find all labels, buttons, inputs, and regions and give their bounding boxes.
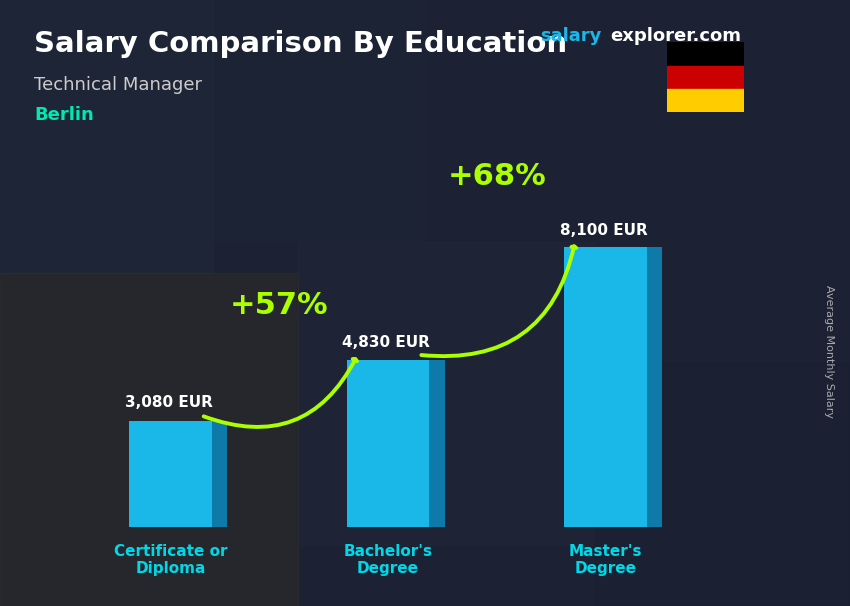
Text: +68%: +68% xyxy=(447,162,547,191)
Bar xyxy=(564,247,647,527)
Bar xyxy=(0,0,212,273)
Bar xyxy=(595,364,850,606)
Polygon shape xyxy=(212,421,227,527)
Bar xyxy=(347,360,429,527)
Bar xyxy=(0,273,298,606)
Text: 8,100 EUR: 8,100 EUR xyxy=(560,223,648,238)
Text: 3,080 EUR: 3,080 EUR xyxy=(125,395,212,410)
Text: Technical Manager: Technical Manager xyxy=(34,76,202,94)
Bar xyxy=(667,89,744,112)
Text: +57%: +57% xyxy=(230,291,329,320)
Polygon shape xyxy=(647,247,662,527)
Text: explorer.com: explorer.com xyxy=(610,27,741,45)
Text: salary: salary xyxy=(540,27,601,45)
Bar xyxy=(425,0,850,303)
Bar xyxy=(129,421,212,527)
Text: Salary Comparison By Education: Salary Comparison By Education xyxy=(34,30,567,58)
Bar xyxy=(298,242,595,545)
Text: 4,830 EUR: 4,830 EUR xyxy=(343,335,430,350)
Text: Berlin: Berlin xyxy=(34,106,94,124)
Polygon shape xyxy=(429,360,445,527)
Bar xyxy=(667,42,744,65)
Text: Average Monthly Salary: Average Monthly Salary xyxy=(824,285,834,418)
Bar xyxy=(667,65,744,89)
Bar xyxy=(170,0,425,242)
